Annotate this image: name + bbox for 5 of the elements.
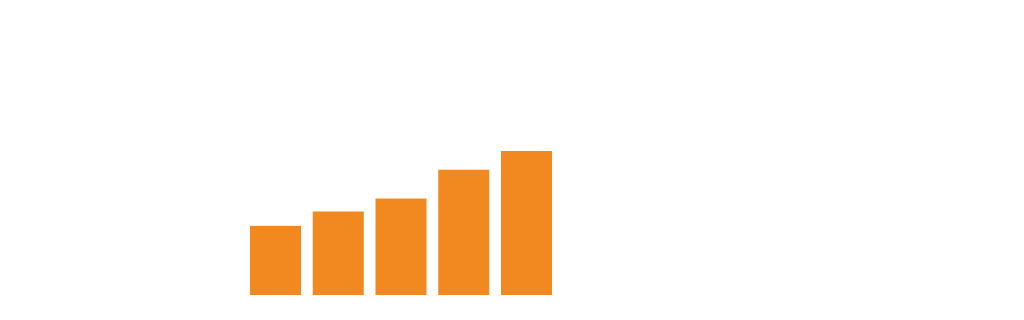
bar [500, 151, 552, 295]
bar [250, 225, 302, 295]
bar [312, 211, 364, 295]
bar [438, 169, 490, 295]
bar [375, 198, 427, 295]
